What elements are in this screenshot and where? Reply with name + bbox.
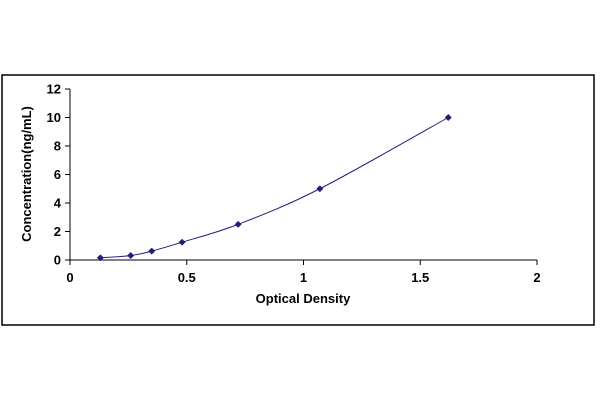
x-axis-title: Optical Density xyxy=(256,291,351,306)
data-point xyxy=(178,238,186,246)
x-tick-label: 1.5 xyxy=(411,270,429,285)
x-tick-label: 1 xyxy=(300,270,307,285)
y-tick-label: 4 xyxy=(54,196,62,211)
data-points xyxy=(96,113,452,262)
data-point xyxy=(96,254,104,262)
y-tick-label: 10 xyxy=(47,110,61,125)
x-tick-label: 0.5 xyxy=(178,270,196,285)
y-tick-label: 8 xyxy=(54,139,61,154)
x-tick-label: 2 xyxy=(533,270,540,285)
data-point xyxy=(148,247,156,255)
data-point xyxy=(444,113,452,122)
data-point xyxy=(316,185,324,193)
x-tick-label: 0 xyxy=(66,270,73,285)
y-tick-label: 12 xyxy=(47,82,61,97)
data-point xyxy=(127,251,135,260)
y-axis-title: Concentration(ng/mL) xyxy=(19,106,34,242)
y-tick-label: 6 xyxy=(54,167,61,182)
data-point xyxy=(234,220,242,228)
y-tick-label: 0 xyxy=(54,253,61,268)
y-axis: 0 2 4 6 8 10 12 xyxy=(47,82,71,268)
outer-frame xyxy=(1,74,595,326)
y-tick-label: 2 xyxy=(54,224,61,239)
x-axis: 0 0.5 1 1.5 2 xyxy=(66,259,541,285)
